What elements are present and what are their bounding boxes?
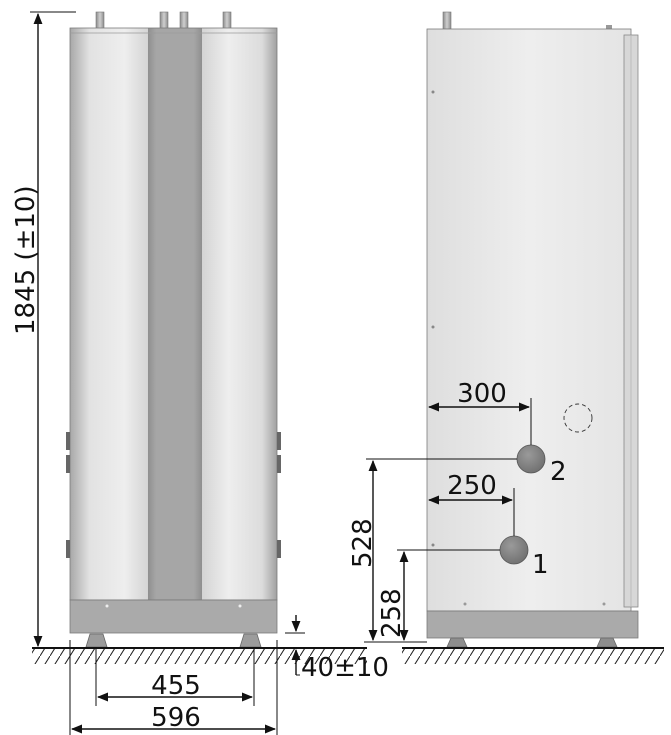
inner-width-dimension: 455	[95, 648, 255, 706]
height-label: 1845 (±10)	[11, 185, 41, 335]
foot-adjust-label: 40±10	[301, 653, 389, 683]
front-body-center-stripe	[148, 28, 202, 600]
pipe2-horizontal-label: 300	[457, 379, 507, 409]
front-body-left-panel	[70, 28, 148, 600]
pipe-connection-1	[499, 535, 529, 565]
inner-width-label: 455	[151, 671, 201, 701]
side-base-plinth	[426, 610, 639, 639]
front-pipe-stub-1	[95, 11, 105, 30]
foot-adjust-dimension: 40±10	[285, 615, 389, 683]
front-foot-left	[85, 633, 108, 648]
front-pipe-stub-4	[222, 11, 232, 30]
side-body	[426, 28, 632, 612]
front-view	[66, 11, 281, 648]
outer-width-dimension: 596	[69, 640, 278, 735]
pipe-connection-2	[516, 444, 546, 474]
side-top-knob	[606, 25, 612, 30]
floor-right	[402, 647, 664, 664]
pipe2-callout: 2	[550, 457, 567, 487]
pipe1-callout: 1	[532, 550, 549, 580]
pipe1-horizontal-label: 250	[447, 471, 497, 501]
front-base-plinth	[69, 599, 278, 634]
pipe1-horizontal-dimension: 250	[427, 471, 515, 536]
pipe2-height-label: 528	[348, 518, 378, 568]
pipe2-height-dimension: 528	[348, 459, 378, 642]
front-side-bracket	[277, 455, 281, 473]
pipe2-horizontal-dimension: 300	[427, 379, 532, 445]
side-pipe-stub	[442, 11, 452, 30]
front-body-right-panel	[202, 28, 277, 600]
front-side-bracket	[277, 432, 281, 450]
outer-width-label: 596	[151, 703, 201, 733]
pipe1-height-label: 258	[377, 588, 407, 638]
front-side-bracket	[277, 540, 281, 558]
side-foot-right	[596, 637, 618, 648]
side-view	[426, 11, 639, 648]
optional-connection-dashed	[563, 403, 593, 433]
front-foot-right	[239, 633, 262, 648]
front-pipe-stub-3	[179, 11, 189, 30]
floor-left	[32, 647, 367, 664]
front-pipe-stub-2	[159, 11, 169, 30]
pipe1-height-dimension: 258	[377, 550, 409, 642]
front-side-bracket	[66, 432, 70, 450]
side-foot-left	[446, 637, 468, 648]
front-side-bracket	[66, 540, 70, 558]
front-side-bracket	[66, 455, 70, 473]
height-dimension: 1845 (±10)	[11, 11, 76, 648]
